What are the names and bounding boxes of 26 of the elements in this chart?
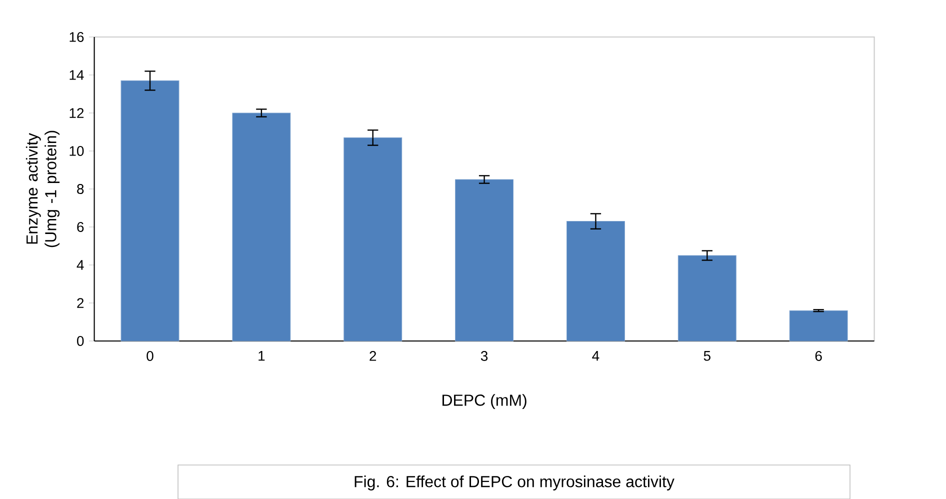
x-tick-label: 1 xyxy=(258,351,265,361)
caption: Fig. 6: Effect of DEPC on myrosinase activity xyxy=(354,476,674,490)
y-tick-label: 14 xyxy=(70,70,84,80)
x-tick-label: 0 xyxy=(146,351,154,361)
bar xyxy=(789,310,848,342)
y-tick-label: 4 xyxy=(76,260,84,270)
y-tick-label: 0 xyxy=(77,336,84,346)
x-tick-label: 2 xyxy=(370,351,376,361)
y-tick-label: 6 xyxy=(77,222,84,232)
bar xyxy=(232,112,291,342)
x-axis-title: DEPC (mM) xyxy=(442,394,526,409)
y-tick-label: 10 xyxy=(70,146,84,156)
x-tick-label: 4 xyxy=(592,351,600,361)
bar xyxy=(455,179,514,342)
y-tick-label: 8 xyxy=(77,184,84,194)
bar xyxy=(344,137,402,342)
bar xyxy=(120,80,180,342)
y-tick-label: 2 xyxy=(77,298,84,308)
x-tick-label: 5 xyxy=(704,351,710,361)
bar xyxy=(678,255,736,342)
x-tick-label: 3 xyxy=(480,351,488,361)
y-tick-label: 16 xyxy=(70,32,84,42)
y-axis-title: Enzyme activity (Umg -1 protein) xyxy=(26,130,60,248)
bar xyxy=(566,221,625,342)
y-tick-label: 12 xyxy=(70,108,84,118)
x-tick-label: 6 xyxy=(815,351,822,361)
